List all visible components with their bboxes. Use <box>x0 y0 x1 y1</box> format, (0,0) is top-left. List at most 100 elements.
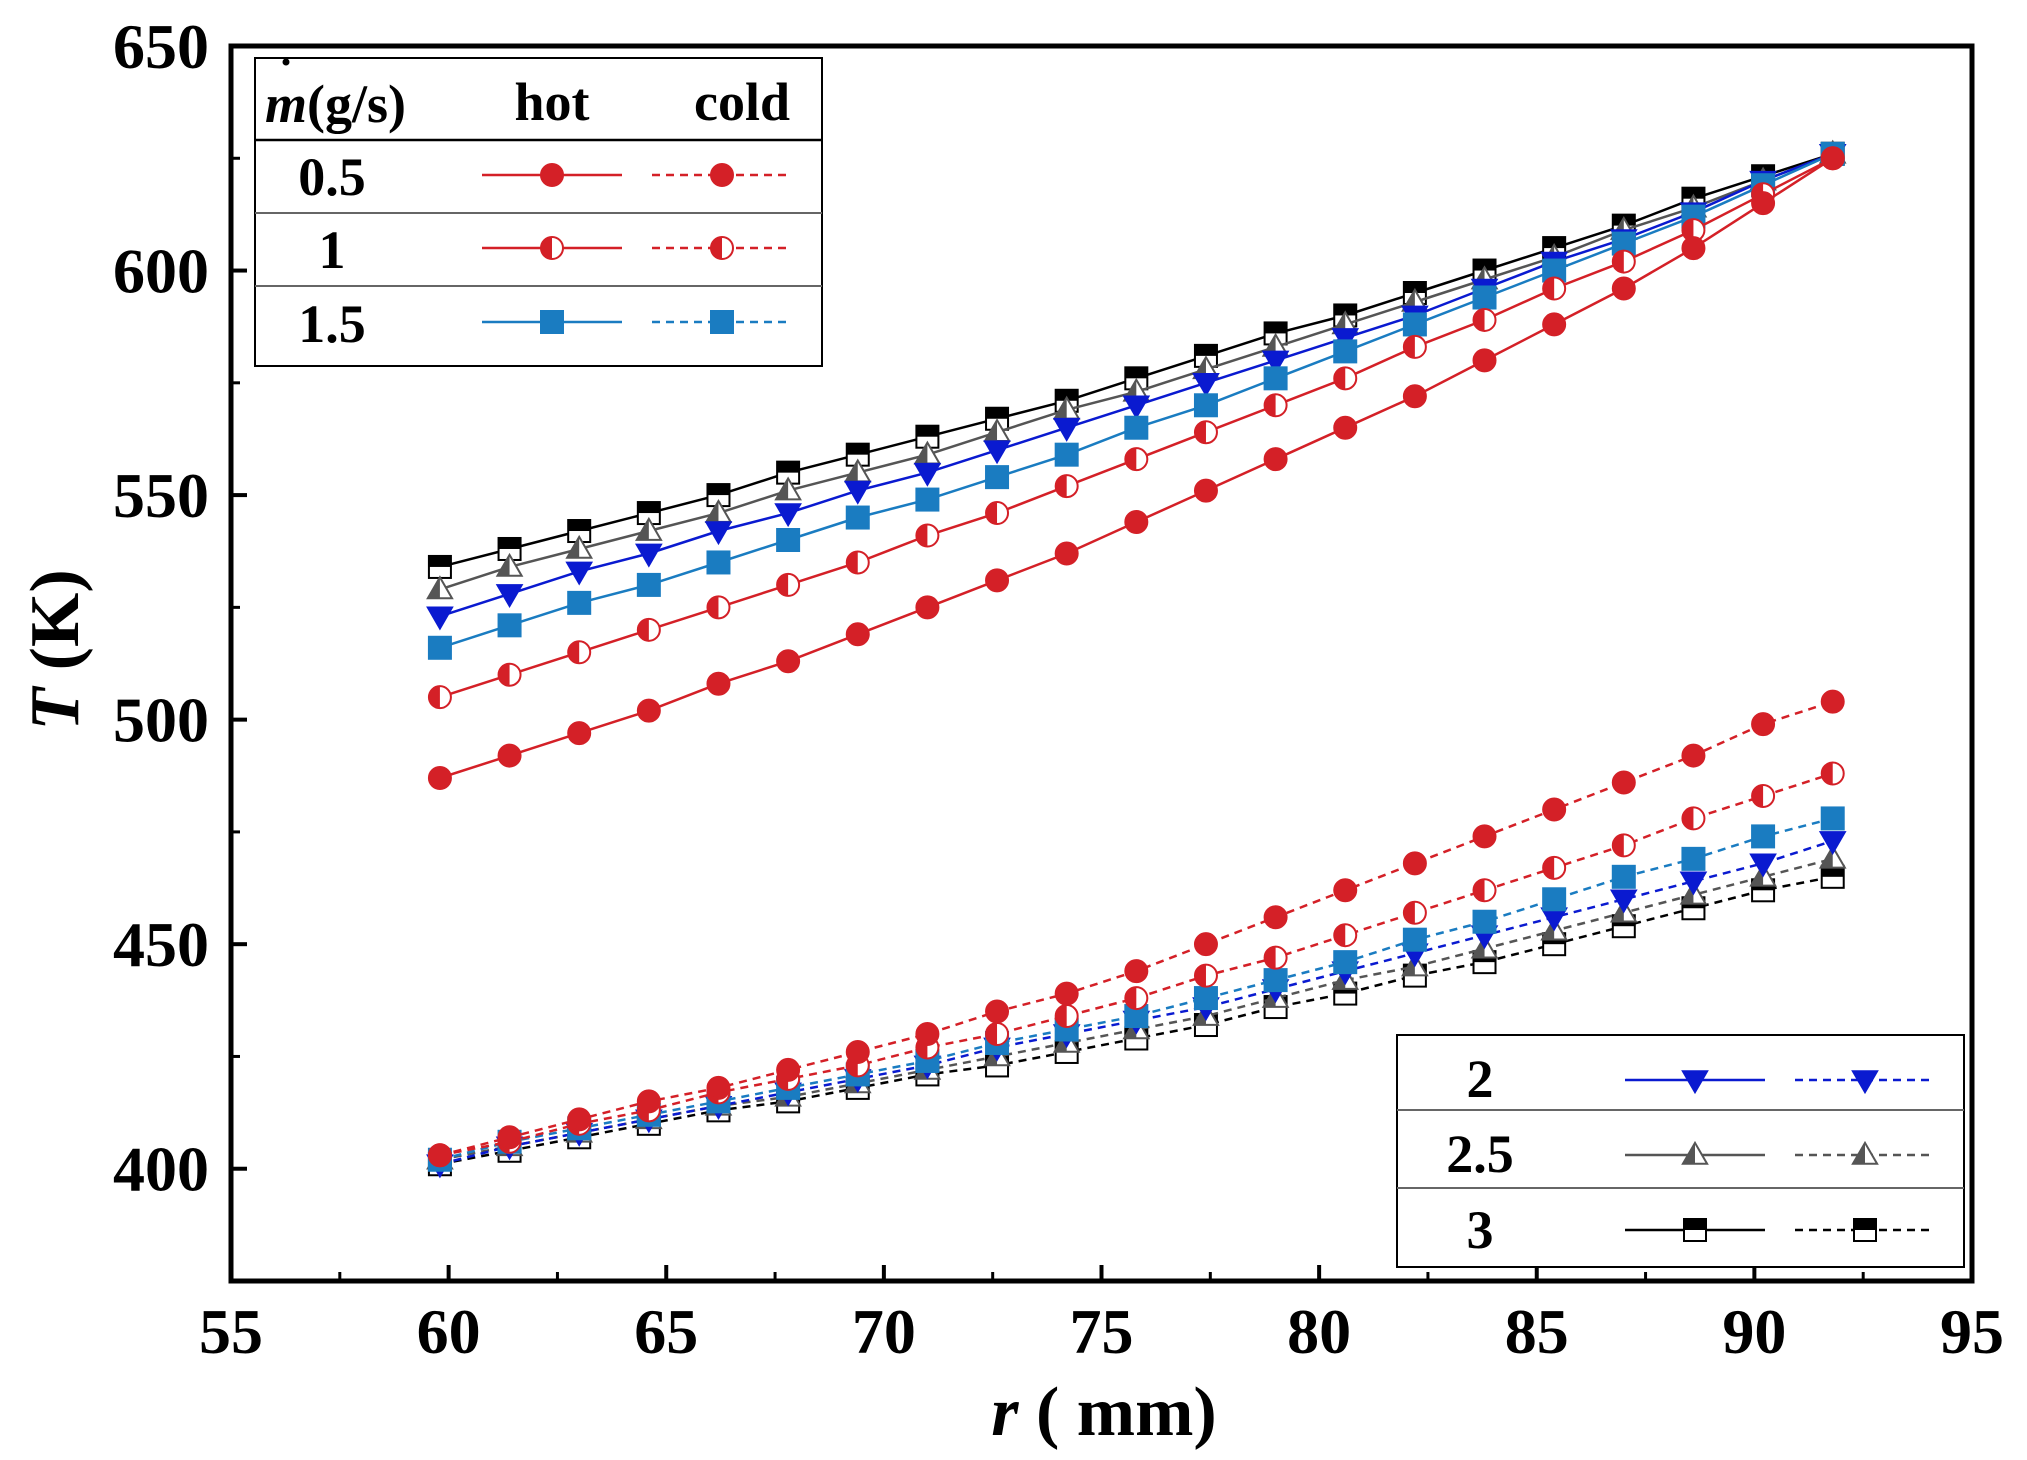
data-point <box>706 671 731 696</box>
data-point <box>636 617 661 642</box>
data-point <box>1472 307 1497 332</box>
data-point <box>1052 395 1081 420</box>
data-point <box>1681 806 1706 831</box>
data-point <box>915 595 940 620</box>
y-axis-ticks: 400 450 500 550 600 650 <box>113 11 247 1205</box>
data-point <box>985 1022 1010 1046</box>
y-tick-label: 600 <box>113 236 209 307</box>
data-point <box>1683 1218 1707 1242</box>
data-point <box>635 543 663 568</box>
data-point <box>1193 393 1218 418</box>
data-point <box>540 163 564 187</box>
legend-row-label: 1 <box>319 220 346 280</box>
legend-sample-cold-1.5 <box>652 310 792 334</box>
data-point <box>1751 191 1776 216</box>
data-point <box>427 685 452 710</box>
data-point <box>1681 236 1706 261</box>
data-point <box>1193 963 1218 988</box>
legend-sample-hot-1 <box>482 236 622 260</box>
x-tick-label: 95 <box>1940 1296 2004 1367</box>
data-point <box>427 766 452 791</box>
data-point <box>706 595 731 620</box>
legend-top: m(g/s) hot cold 0.5 1 1.5 <box>254 57 823 367</box>
data-point <box>1263 447 1288 472</box>
data-point <box>1261 350 1290 375</box>
data-point <box>776 1057 801 1082</box>
legend-header-cold: cold <box>694 72 790 132</box>
legend-header-unit: (g/s) <box>307 74 406 134</box>
x-axis-unit: ( mm) <box>1019 1374 1217 1451</box>
legend-row-label: 2 <box>1467 1049 1494 1109</box>
data-point <box>427 635 452 660</box>
data-point <box>1820 761 1845 786</box>
y-tick-label: 550 <box>113 460 209 531</box>
x-axis-ticks: 55 60 65 70 75 80 85 90 95 <box>199 1265 2004 1367</box>
legend-sample-cold-0.5 <box>652 163 792 187</box>
data-point <box>497 662 522 687</box>
data-point <box>1679 871 1708 896</box>
legend-row-label: 2.5 <box>1446 1124 1514 1184</box>
data-point <box>1124 959 1149 984</box>
series-cold-0.5 <box>427 689 1845 1168</box>
data-point <box>567 640 592 665</box>
data-point <box>1681 1070 1709 1095</box>
data-point <box>1333 878 1358 903</box>
data-point <box>1402 334 1427 359</box>
data-point <box>774 476 802 501</box>
data-point <box>1193 420 1218 445</box>
legend-bottom-samples <box>1625 1070 1935 1242</box>
data-point <box>1542 855 1567 880</box>
data-point <box>1192 373 1220 397</box>
data-point <box>540 310 564 334</box>
legend-sample-cold-2.5 <box>1795 1140 1935 1165</box>
data-point <box>1542 312 1567 337</box>
data-point <box>915 1022 940 1046</box>
series-hot-0.5 <box>427 146 1845 791</box>
data-point <box>1681 218 1706 243</box>
data-point <box>1263 945 1288 970</box>
legend-sample-hot-1.5 <box>482 310 622 334</box>
y-axis-title: T (K) <box>17 569 94 730</box>
data-point <box>1333 415 1358 440</box>
data-point <box>1054 474 1079 499</box>
data-point <box>706 1075 731 1100</box>
data-point <box>843 480 872 505</box>
data-point <box>1820 146 1845 171</box>
data-point <box>1611 864 1636 889</box>
data-point <box>1263 393 1288 418</box>
data-point <box>845 1039 870 1064</box>
data-point <box>1853 1218 1877 1242</box>
legend-header-mdot: m(g/s) <box>265 74 406 134</box>
data-point <box>1751 783 1776 808</box>
data-point <box>1611 249 1636 274</box>
data-point <box>497 743 522 768</box>
data-point <box>1054 1004 1079 1029</box>
x-tick-label: 55 <box>199 1296 263 1367</box>
legend-sample-hot-0.5 <box>482 163 622 187</box>
y-axis-variable: T <box>17 685 94 731</box>
data-point <box>776 528 801 552</box>
series-line-cold-1.5 <box>439 817 1834 1161</box>
y-tick-label: 450 <box>113 909 209 980</box>
data-point <box>1611 276 1636 301</box>
legend-row-label: 3 <box>1467 1200 1494 1260</box>
data-point <box>636 1089 661 1114</box>
data-point <box>1681 743 1706 768</box>
data-point <box>1333 950 1358 975</box>
data-point <box>1054 981 1079 1006</box>
data-point <box>567 1107 592 1132</box>
data-point <box>636 572 661 597</box>
data-point <box>1751 824 1776 849</box>
data-point <box>426 606 454 631</box>
x-tick-label: 75 <box>1070 1296 1134 1367</box>
data-point <box>1333 923 1358 948</box>
data-point <box>1851 1140 1879 1165</box>
x-tick-label: 65 <box>634 1296 698 1367</box>
data-point <box>1609 889 1638 914</box>
x-axis-variable: r <box>991 1374 1019 1451</box>
y-tick-label: 650 <box>113 11 209 82</box>
data-point <box>1263 366 1288 391</box>
legend-sample-cold-3 <box>1795 1218 1935 1242</box>
data-point <box>845 442 870 467</box>
data-point <box>1681 1140 1709 1165</box>
